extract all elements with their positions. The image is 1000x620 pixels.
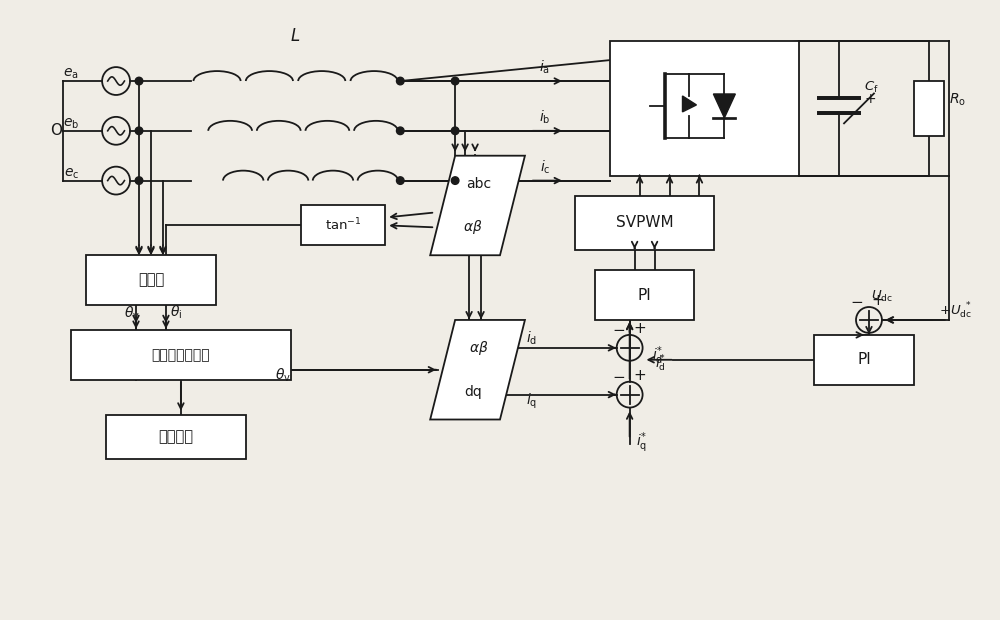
Text: $+$: $+$ [871, 293, 884, 308]
Circle shape [135, 127, 143, 135]
Text: $i_\mathrm{q}$: $i_\mathrm{q}$ [526, 392, 537, 411]
Text: $\theta_\mathrm{v}$: $\theta_\mathrm{v}$ [124, 305, 140, 322]
Circle shape [451, 78, 459, 85]
FancyBboxPatch shape [71, 330, 291, 379]
FancyBboxPatch shape [814, 335, 914, 384]
Text: $R_\mathrm{o}$: $R_\mathrm{o}$ [949, 91, 966, 108]
Text: $L$: $L$ [290, 27, 301, 45]
Circle shape [396, 177, 404, 184]
Text: $\theta_\mathrm{v}$: $\theta_\mathrm{v}$ [275, 366, 291, 384]
Text: PI: PI [857, 352, 871, 367]
Text: $i_\mathrm{q}^{*}$: $i_\mathrm{q}^{*}$ [636, 431, 647, 455]
Text: $i_\mathrm{d}^{*}$: $i_\mathrm{d}^{*}$ [652, 344, 663, 367]
Text: $\alpha\beta$: $\alpha\beta$ [469, 339, 489, 357]
Text: $-$: $-$ [850, 293, 863, 308]
Circle shape [451, 177, 459, 184]
Text: $i_\mathrm{d}^{*}$: $i_\mathrm{d}^{*}$ [655, 353, 666, 374]
Text: 锁相环: 锁相环 [138, 273, 164, 288]
Text: $e_\mathrm{a}$: $e_\mathrm{a}$ [63, 67, 79, 81]
Text: $-$: $-$ [612, 368, 625, 383]
Circle shape [396, 78, 404, 85]
Circle shape [396, 127, 404, 135]
Text: $i_\mathrm{a}$: $i_\mathrm{a}$ [539, 59, 550, 76]
Text: $+U_\mathrm{dc}^{\ *}$: $+U_\mathrm{dc}^{\ *}$ [939, 301, 972, 321]
FancyBboxPatch shape [86, 255, 216, 305]
Text: $\tan^{-1}$: $\tan^{-1}$ [325, 217, 361, 234]
Text: SVPWM: SVPWM [616, 215, 673, 231]
FancyBboxPatch shape [595, 270, 694, 320]
Text: dq: dq [464, 384, 482, 399]
Polygon shape [682, 96, 696, 112]
Polygon shape [430, 320, 525, 420]
Circle shape [135, 177, 143, 184]
Polygon shape [713, 94, 735, 118]
Polygon shape [430, 156, 525, 255]
Text: $\alpha\beta$: $\alpha\beta$ [463, 218, 483, 236]
FancyBboxPatch shape [610, 41, 799, 175]
Text: 故障检测与定位: 故障检测与定位 [152, 348, 210, 362]
Text: $+$: $+$ [633, 321, 646, 336]
Text: 故障输出: 故障输出 [158, 430, 193, 445]
Text: $i_\mathrm{b}$: $i_\mathrm{b}$ [539, 109, 551, 126]
Text: $i_\mathrm{c}$: $i_\mathrm{c}$ [540, 159, 550, 176]
Text: $e_\mathrm{c}$: $e_\mathrm{c}$ [64, 167, 79, 181]
Circle shape [451, 127, 459, 135]
FancyBboxPatch shape [575, 195, 714, 250]
Text: $+$: $+$ [864, 92, 876, 107]
Circle shape [135, 78, 143, 85]
Text: abc: abc [466, 177, 492, 190]
FancyBboxPatch shape [301, 205, 385, 246]
Text: $C_\mathrm{f}$: $C_\mathrm{f}$ [864, 79, 879, 95]
FancyBboxPatch shape [914, 81, 944, 136]
Text: O: O [50, 123, 62, 138]
Text: $\theta_\mathrm{i}$: $\theta_\mathrm{i}$ [170, 304, 182, 321]
FancyBboxPatch shape [106, 415, 246, 459]
Text: $i_\mathrm{d}$: $i_\mathrm{d}$ [526, 330, 537, 347]
Text: $-$: $-$ [612, 321, 625, 336]
Text: PI: PI [638, 288, 651, 303]
Text: $+$: $+$ [633, 368, 646, 383]
Text: $U_\mathrm{dc}$: $U_\mathrm{dc}$ [871, 289, 893, 304]
Text: $e_\mathrm{b}$: $e_\mathrm{b}$ [63, 117, 79, 131]
